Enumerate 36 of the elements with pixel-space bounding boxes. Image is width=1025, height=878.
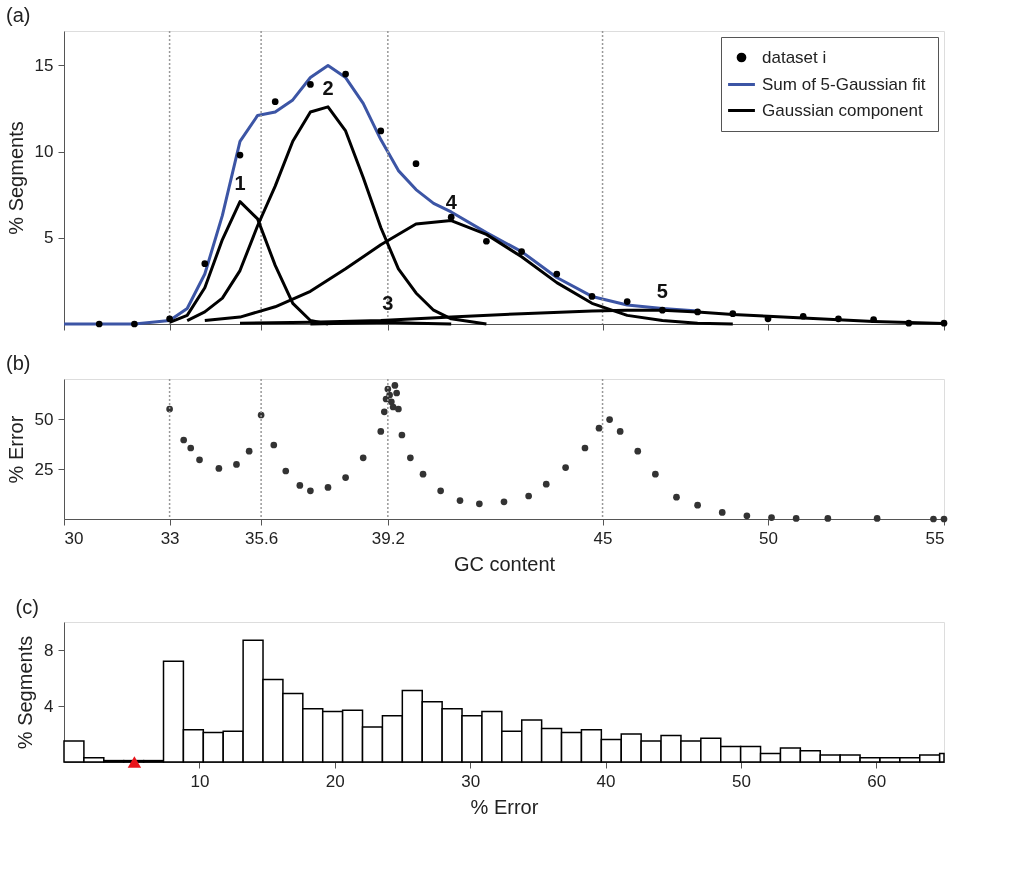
annotation: 5 xyxy=(656,280,668,303)
y-axis-title: % Segments xyxy=(14,635,37,750)
y-tick-label: 4 xyxy=(44,696,54,716)
x-tick-label: 33 xyxy=(160,528,180,548)
y-tick-label: 25 xyxy=(34,459,54,479)
x-tick-label: 55 xyxy=(925,528,945,548)
legend-label: dataset i xyxy=(762,47,827,67)
x-tick-label: 45 xyxy=(593,528,613,548)
x-axis-title: % Error xyxy=(470,795,539,818)
x-tick-label: 30 xyxy=(64,528,84,548)
x-tick-label: 35.6 xyxy=(245,528,279,548)
x-tick-label: 20 xyxy=(325,771,345,791)
annotation: 1 xyxy=(234,171,246,194)
x-axis-title: GC content xyxy=(453,552,556,575)
chart-title: (c) xyxy=(15,596,39,618)
legend-label: Gaussian component xyxy=(762,100,923,120)
x-tick-label: 30 xyxy=(461,771,481,791)
x-tick-label: 39.2 xyxy=(371,528,405,548)
annotation: 3 xyxy=(382,292,394,315)
x-tick-label: 40 xyxy=(596,771,616,791)
x-tick-label: 50 xyxy=(759,528,778,548)
y-axis-title: % Segments xyxy=(4,121,27,235)
y-axis-title: % Error xyxy=(4,415,27,484)
y-tick-label: 8 xyxy=(44,640,54,660)
x-tick-label: 60 xyxy=(867,771,887,791)
annotation: 4 xyxy=(445,190,458,213)
y-tick-label: 10 xyxy=(34,142,54,162)
legend-label: Sum of 5-Gaussian fit xyxy=(762,74,926,94)
chart-title: (a) xyxy=(6,4,31,27)
y-tick-label: 15 xyxy=(34,55,54,75)
x-tick-label: 50 xyxy=(731,771,751,791)
chart-title: (b) xyxy=(6,352,31,375)
annotation: 2 xyxy=(322,76,334,99)
x-tick-label: 10 xyxy=(190,771,210,791)
y-tick-label: 5 xyxy=(44,228,54,248)
y-tick-label: 50 xyxy=(34,409,54,429)
